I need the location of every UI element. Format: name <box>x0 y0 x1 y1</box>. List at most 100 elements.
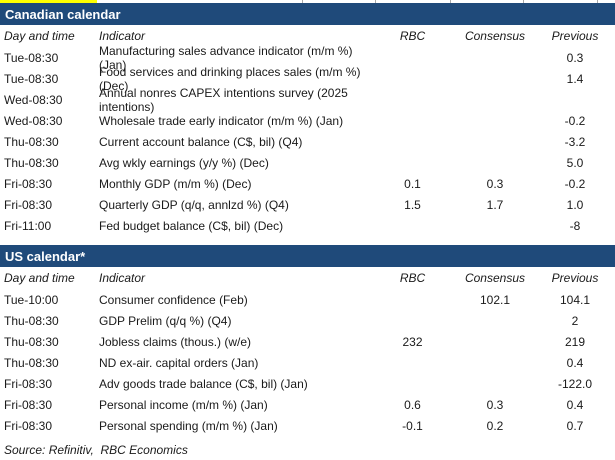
consensus-cell: 1.7 <box>486 197 504 212</box>
previous-cell: 5.0 <box>566 155 584 170</box>
rbc-cell: -0.1 <box>402 418 423 433</box>
indicator-cell: Fed budget balance (C$, bil) (Dec) <box>99 218 284 233</box>
table-row: Tue-08:30 Manufacturing sales advance in… <box>0 44 615 72</box>
rbc-cell: 0.6 <box>404 397 421 412</box>
column-header-previous: Previous <box>551 271 599 285</box>
table-row: Tue-08:30 Food services and drinking pla… <box>0 65 615 93</box>
day-cell: Fri-08:30 <box>4 397 53 412</box>
indicator-cell: Adv goods trade balance (C$, bil) (Jan) <box>99 376 308 391</box>
grid-tick <box>302 0 303 3</box>
previous-cell: 2 <box>571 313 579 328</box>
day-cell: Wed-08:30 <box>4 92 63 107</box>
day-cell: Fri-08:30 <box>4 376 53 391</box>
source-note: Source: Refinitiv, RBC Economics <box>4 443 188 457</box>
table-row: Fri-08:30 Personal income (m/m %) (Jan) … <box>0 394 615 415</box>
day-cell: Thu-08:30 <box>4 134 59 149</box>
column-header-consensus: Consensus <box>464 29 526 43</box>
indicator-cell: Quarterly GDP (q/q, annlzd %) (Q4) <box>99 197 289 212</box>
previous-cell: -0.2 <box>564 113 586 128</box>
table-row: Tue-10:00 Consumer confidence (Feb) 102.… <box>0 289 615 310</box>
indicator-cell: Current account balance (C$, bil) (Q4) <box>99 134 303 149</box>
indicator-cell: Manufacturing sales advance indicator (m… <box>99 43 353 72</box>
us-table-body: Tue-10:00 Consumer confidence (Feb) 102.… <box>0 289 615 436</box>
indicator-cell: Wholesale trade early indicator (m/m %) … <box>99 113 344 128</box>
table-row: Thu-08:30 GDP Prelim (q/q %) (Q4) 2 <box>0 310 615 331</box>
us-calendar-title-bar: US calendar* <box>0 245 615 267</box>
day-cell: Tue-08:30 <box>4 71 59 86</box>
consensus-cell: 0.3 <box>486 397 504 412</box>
day-cell: Thu-08:30 <box>4 334 59 349</box>
day-cell: Fri-11:00 <box>4 218 52 233</box>
highlight-marker <box>0 0 97 3</box>
day-cell: Tue-10:00 <box>4 292 59 307</box>
indicator-cell: ND ex-air. capital orders (Jan) <box>99 355 259 370</box>
indicator-cell: Personal income (m/m %) (Jan) <box>99 397 268 412</box>
day-cell: Tue-08:30 <box>4 50 59 65</box>
indicator-cell: Personal spending (m/m %) (Jan) <box>99 418 278 433</box>
table-row: Fri-11:00 Fed budget balance (C$, bil) (… <box>0 215 615 236</box>
indicator-cell: Jobless claims (thous.) (w/e) <box>99 334 252 349</box>
indicator-cell: GDP Prelim (q/q %) (Q4) <box>99 313 232 328</box>
column-header-day-time: Day and time <box>4 29 75 43</box>
column-header-row: Day and time Indicator RBC Consensus Pre… <box>0 267 615 289</box>
previous-cell: -0.2 <box>564 176 586 191</box>
previous-cell: 0.7 <box>566 418 584 433</box>
section-title: US calendar* <box>5 248 86 264</box>
consensus-cell: 102.1 <box>479 292 511 307</box>
column-header-rbc: RBC <box>399 271 426 285</box>
consensus-cell: 0.2 <box>486 418 504 433</box>
indicator-cell: Avg wkly earnings (y/y %) (Dec) <box>99 155 269 170</box>
section-title: Canadian calendar <box>5 6 121 22</box>
table-row: Thu-08:30 Current account balance (C$, b… <box>0 131 615 152</box>
day-cell: Thu-08:30 <box>4 155 59 170</box>
column-header-indicator: Indicator <box>99 29 146 43</box>
column-header-row: Day and time Indicator RBC Consensus Pre… <box>0 25 615 47</box>
column-header-rbc: RBC <box>399 29 426 43</box>
canadian-table-body: Tue-08:30 Manufacturing sales advance in… <box>0 44 615 236</box>
column-header-previous: Previous <box>551 29 599 43</box>
grid-tick <box>450 0 451 3</box>
canadian-calendar-section: Canadian calendar Day and time Indicator… <box>0 3 615 236</box>
previous-cell: 219 <box>564 334 586 349</box>
indicator-cell: Annual nonres CAPEX intentions survey (2… <box>99 85 348 114</box>
previous-cell: -8 <box>569 218 581 233</box>
day-cell: Fri-08:30 <box>4 418 53 433</box>
table-row: Fri-08:30 Quarterly GDP (q/q, annlzd %) … <box>0 194 615 215</box>
day-cell: Wed-08:30 <box>4 113 63 128</box>
grid-tick <box>523 0 524 3</box>
previous-cell: 0.4 <box>566 397 584 412</box>
column-header-consensus: Consensus <box>464 271 526 285</box>
table-row: Thu-08:30 Jobless claims (thous.) (w/e) … <box>0 331 615 352</box>
indicator-cell: Food services and drinking places sales … <box>99 64 361 93</box>
table-row: Thu-08:30 ND ex-air. capital orders (Jan… <box>0 352 615 373</box>
section-divider <box>0 236 615 245</box>
previous-cell: 0.3 <box>566 50 584 65</box>
day-cell: Thu-08:30 <box>4 313 59 328</box>
canadian-calendar-title-bar: Canadian calendar <box>0 3 615 25</box>
previous-cell: 104.1 <box>559 292 591 307</box>
previous-cell: 0.4 <box>566 355 584 370</box>
grid-tick <box>597 0 598 3</box>
indicator-cell: Monthly GDP (m/m %) (Dec) <box>99 176 252 191</box>
column-header-day-time: Day and time <box>4 271 75 285</box>
table-row: Thu-08:30 Avg wkly earnings (y/y %) (Dec… <box>0 152 615 173</box>
day-cell: Fri-08:30 <box>4 176 53 191</box>
previous-cell: -122.0 <box>557 376 593 391</box>
indicator-cell: Consumer confidence (Feb) <box>99 292 248 307</box>
previous-cell: 1.4 <box>566 71 584 86</box>
top-strip <box>0 0 615 3</box>
table-row: Wed-08:30 Annual nonres CAPEX intentions… <box>0 86 615 114</box>
table-row: Wed-08:30 Wholesale trade early indicato… <box>0 110 615 131</box>
day-cell: Thu-08:30 <box>4 355 59 370</box>
previous-cell: -3.2 <box>564 134 586 149</box>
table-row: Fri-08:30 Adv goods trade balance (C$, b… <box>0 373 615 394</box>
us-calendar-section: US calendar* Day and time Indicator RBC … <box>0 245 615 436</box>
table-row: Fri-08:30 Personal spending (m/m %) (Jan… <box>0 415 615 436</box>
rbc-cell: 232 <box>402 334 423 349</box>
rbc-cell: 0.1 <box>404 176 421 191</box>
previous-cell: 1.0 <box>566 197 584 212</box>
rbc-cell: 1.5 <box>404 197 421 212</box>
grid-tick <box>375 0 376 3</box>
consensus-cell: 0.3 <box>486 176 504 191</box>
column-header-indicator: Indicator <box>99 271 146 285</box>
